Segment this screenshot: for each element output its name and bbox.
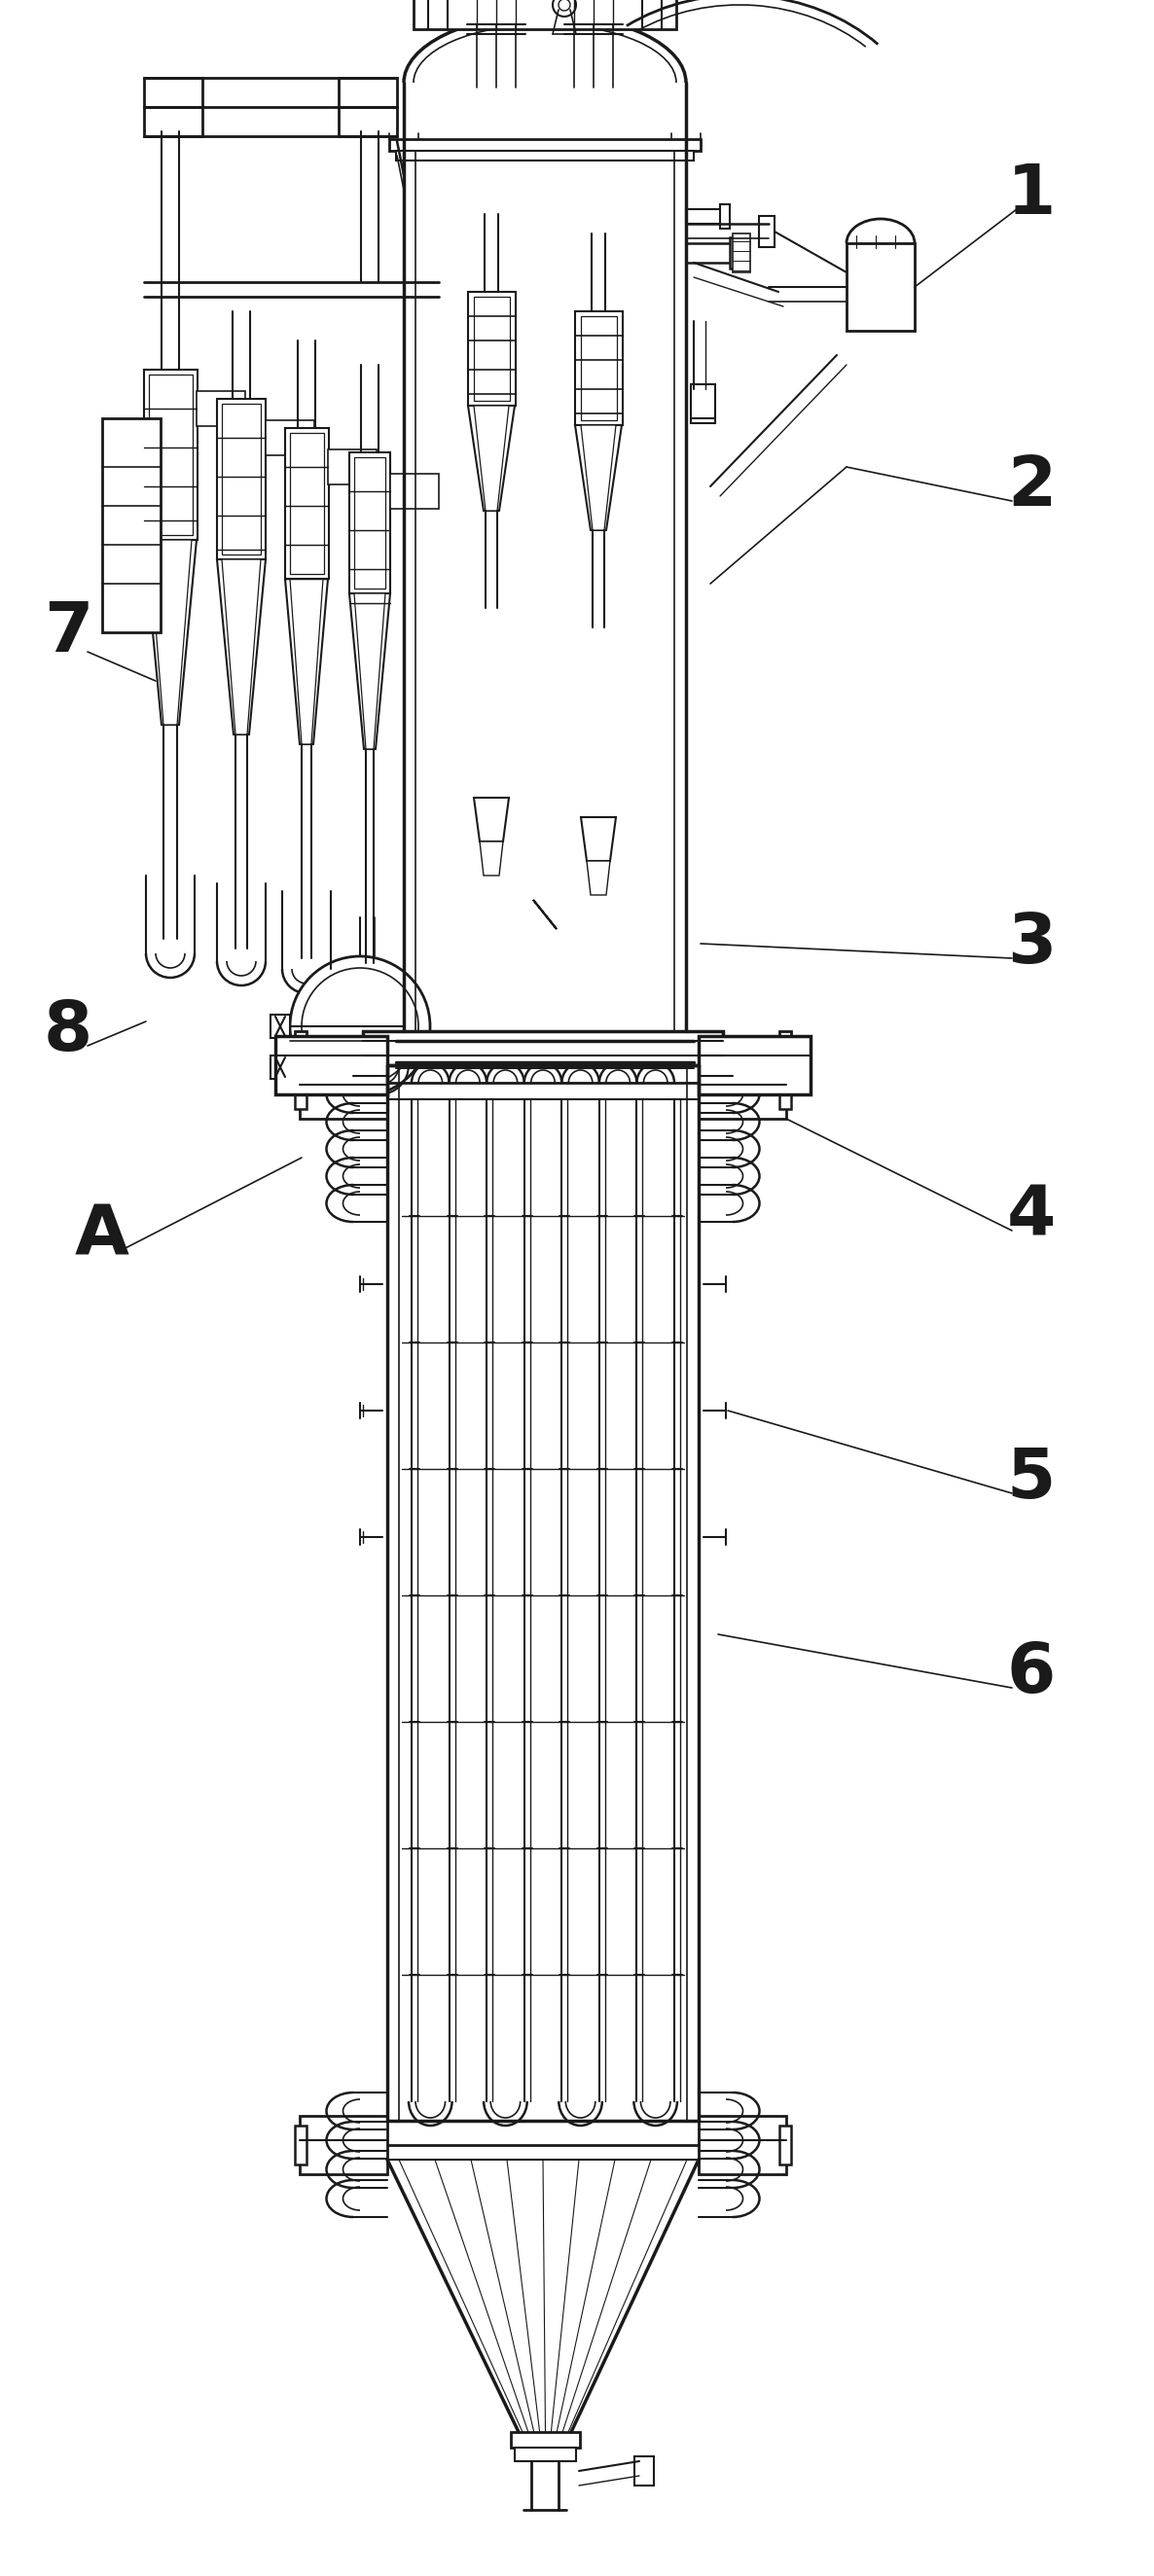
Bar <box>217 399 265 559</box>
Text: A: A <box>75 1203 129 1270</box>
Bar <box>294 2125 307 2164</box>
Bar <box>270 1056 290 1079</box>
Bar <box>474 296 510 402</box>
Text: 5: 5 <box>1007 1445 1056 1512</box>
Polygon shape <box>580 817 616 860</box>
Circle shape <box>301 969 419 1084</box>
Bar <box>270 1015 290 1038</box>
Polygon shape <box>144 541 196 724</box>
Bar <box>300 1036 364 1079</box>
Bar <box>698 1061 786 1118</box>
Bar <box>469 291 516 404</box>
Bar <box>698 1036 810 1095</box>
Polygon shape <box>222 559 261 734</box>
Bar <box>390 474 439 510</box>
Bar <box>196 392 245 425</box>
Bar <box>144 77 202 108</box>
Bar <box>144 108 202 137</box>
Text: 8: 8 <box>44 997 92 1064</box>
Bar <box>575 312 623 425</box>
Bar <box>354 456 385 587</box>
Bar <box>759 216 774 247</box>
Bar <box>300 1061 388 1118</box>
Bar <box>691 384 715 422</box>
Bar <box>222 404 261 554</box>
Polygon shape <box>474 404 509 510</box>
Polygon shape <box>290 580 323 744</box>
Text: 1: 1 <box>1007 162 1056 229</box>
Text: 7: 7 <box>44 598 92 665</box>
Bar <box>285 428 329 580</box>
Bar <box>779 1030 790 1084</box>
Bar <box>265 420 314 456</box>
Bar <box>338 108 397 137</box>
Bar <box>511 2432 580 2447</box>
Circle shape <box>559 0 570 10</box>
Bar <box>635 2458 654 2486</box>
Bar <box>396 1041 694 1061</box>
Bar <box>276 1036 388 1095</box>
Bar <box>338 77 397 108</box>
Polygon shape <box>285 580 328 744</box>
Bar <box>722 1036 786 1079</box>
Bar <box>779 1069 790 1110</box>
Bar <box>300 2115 388 2174</box>
Polygon shape <box>480 842 503 876</box>
Polygon shape <box>469 404 515 510</box>
Bar <box>149 374 193 536</box>
Bar <box>779 2125 790 2164</box>
Circle shape <box>290 956 430 1097</box>
Text: 4: 4 <box>1007 1182 1056 1249</box>
Polygon shape <box>586 860 610 894</box>
Bar <box>144 371 197 541</box>
Polygon shape <box>149 541 192 724</box>
Bar <box>103 417 160 631</box>
Bar <box>294 1069 307 1110</box>
Polygon shape <box>217 559 265 734</box>
Polygon shape <box>533 899 556 930</box>
Text: 3: 3 <box>1007 909 1056 976</box>
Bar <box>350 453 390 592</box>
Bar <box>328 448 376 484</box>
Circle shape <box>553 0 576 15</box>
Bar <box>290 433 324 574</box>
Polygon shape <box>474 799 509 842</box>
Bar <box>720 204 729 229</box>
Bar <box>733 234 750 273</box>
Bar <box>389 139 700 152</box>
Text: 6: 6 <box>1007 1641 1056 1708</box>
Bar <box>685 242 735 263</box>
Bar <box>698 2115 786 2174</box>
Text: 2: 2 <box>1007 453 1056 520</box>
Polygon shape <box>575 425 622 531</box>
Polygon shape <box>354 592 385 750</box>
Bar <box>294 1030 307 1084</box>
Bar <box>396 152 694 160</box>
Polygon shape <box>350 592 390 750</box>
Bar <box>515 2447 576 2460</box>
Bar <box>729 237 741 268</box>
Bar <box>847 242 915 330</box>
Bar <box>413 0 676 28</box>
Bar <box>580 317 617 420</box>
Bar <box>685 209 725 224</box>
Bar <box>364 1030 722 1066</box>
Polygon shape <box>580 425 616 531</box>
